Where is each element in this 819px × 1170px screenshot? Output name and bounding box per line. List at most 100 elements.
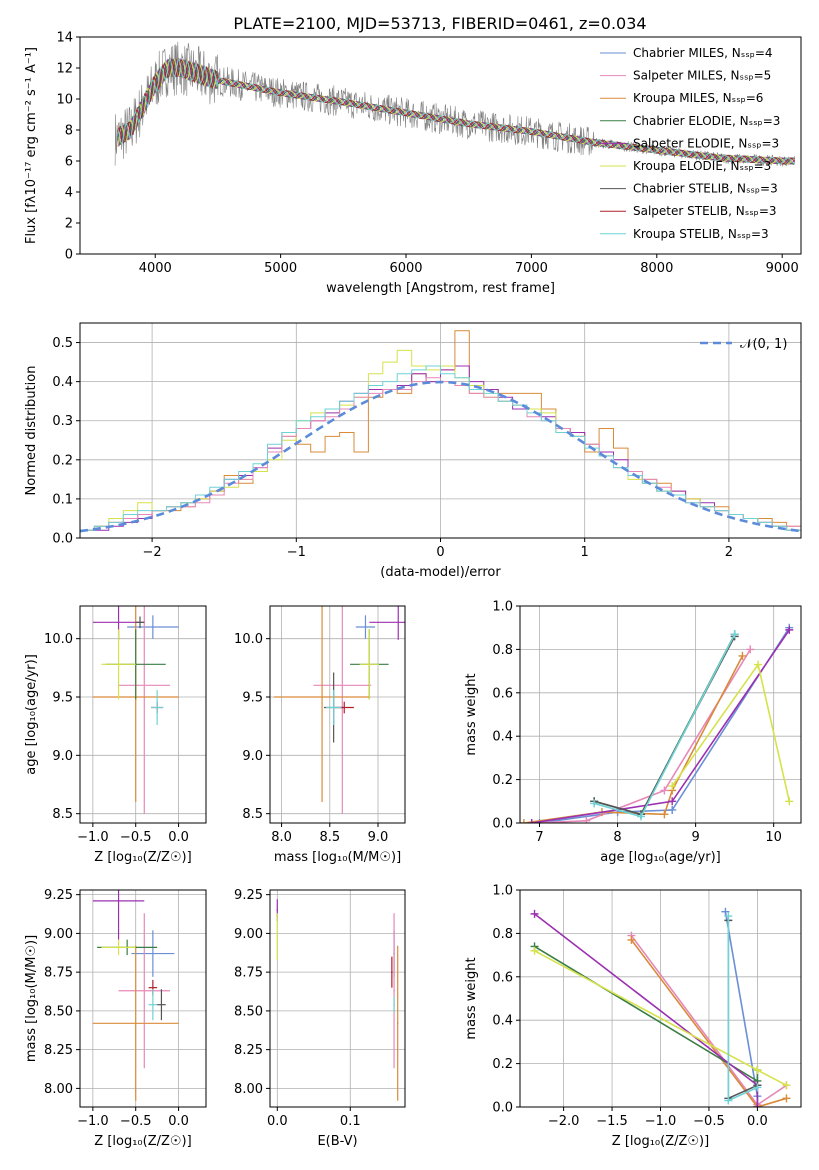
x-tick-label: 0.0 (168, 830, 189, 845)
x-tick-label: −1.5 (596, 1114, 628, 1129)
y-tick-label: 0.0 (52, 532, 73, 547)
x-tick-label: 8 (613, 830, 621, 845)
legend-label: Kroupa ELODIE, Nₛₛₚ=3 (633, 159, 771, 173)
x-tick-label: 4000 (139, 261, 172, 276)
x-tick-label: 0 (436, 545, 444, 560)
x-tick-label: 10 (765, 830, 782, 845)
y-tick-label: 8.00 (234, 1082, 263, 1097)
y-tick-label: 8.5 (52, 807, 73, 822)
y-tick-label: 0.3 (52, 414, 73, 429)
panels: Chabrier MILES, Nₛₛₚ=4 Salpeter MILES, Nₛ… (24, 31, 802, 1149)
x-tick-label: −0.5 (120, 1114, 152, 1129)
chart-mass-vs-Z: −1.0 −0.5 0.0 8.00 8.25 8.50 8.75 9.00 9.25 Z [lo… (24, 888, 207, 1149)
y-tick-label: 12 (56, 62, 73, 77)
x-tick-label: 6000 (389, 261, 422, 276)
weight-line (531, 648, 751, 823)
y-tick-label: 0 (65, 248, 73, 263)
legend-label: Chabrier STELIB, Nₛₛₚ=3 (633, 182, 778, 196)
weight-marker (668, 782, 677, 791)
y-tick-label: 10 (56, 93, 73, 108)
x-tick-label: 5000 (264, 261, 297, 276)
y-axis-label: mass [log₁₀(M/M☉)] (24, 935, 39, 1062)
x-axis-label: (data-model)/error (380, 565, 501, 580)
y-tick-label: 8.00 (44, 1082, 73, 1097)
weight-marker (530, 946, 539, 955)
y-tick-label: 0.2 (492, 1057, 513, 1072)
y-tick-label: 8.50 (234, 1004, 263, 1019)
weight-marker (530, 909, 539, 918)
legend-label: Chabrier MILES, Nₛₛₚ=4 (633, 46, 773, 60)
y-tick-label: 6 (65, 155, 73, 170)
histogram-series (80, 365, 801, 538)
y-tick-label: 8.25 (44, 1043, 73, 1058)
model-spectrum-line (117, 58, 795, 165)
weight-marker (753, 1083, 762, 1092)
x-tick-label: 9.0 (368, 830, 389, 845)
axes-frame (269, 889, 406, 1108)
x-axis-label: Z [log₁₀(Z/Z☉)] (94, 1134, 191, 1149)
y-axis-label: mass weight (464, 957, 479, 1039)
weight-marker (636, 812, 645, 821)
y-tick-label: 8.75 (234, 966, 263, 981)
y-tick-label: 0.0 (492, 817, 513, 832)
axes-frame (79, 36, 802, 255)
x-tick-label: −1.0 (645, 1114, 677, 1129)
y-tick-label: 8.50 (44, 1004, 73, 1019)
y-tick-label: 9.0 (52, 749, 73, 764)
y-tick-label: 4 (65, 186, 73, 201)
x-tick-label: 2 (725, 545, 733, 560)
plot-area (273, 606, 405, 814)
y-tick-label: 9.25 (44, 888, 73, 903)
y-tick-label: 10.0 (234, 632, 263, 647)
x-tick-label: 8.0 (271, 830, 292, 845)
y-tick-label: 0.4 (492, 730, 513, 745)
plot-area (114, 41, 796, 167)
chart-spectrum: Chabrier MILES, Nₛₛₚ=4 Salpeter MILES, Nₛ… (24, 31, 802, 296)
x-axis-label: E(B-V) (317, 1134, 357, 1149)
axes-frame (79, 605, 207, 824)
weight-marker (782, 1094, 791, 1103)
legend-label: Salpeter STELIB, Nₛₛₚ=3 (633, 204, 777, 218)
y-tick-label: 8.5 (242, 807, 263, 822)
weight-marker (738, 651, 747, 660)
weight-marker (660, 810, 669, 819)
x-tick-label: 0.0 (267, 1114, 288, 1129)
y-tick-label: 1.0 (492, 600, 513, 615)
plot-area (92, 606, 179, 814)
x-axis-label: age [log₁₀(age/yr)] (600, 850, 721, 865)
weight-marker (724, 912, 733, 921)
plot-area (80, 330, 801, 538)
y-tick-label: 9.5 (242, 691, 263, 706)
weight-marker (527, 819, 536, 823)
weight-marker (782, 1081, 791, 1090)
y-tick-label: 9.25 (234, 888, 263, 903)
normal-curve (80, 380, 801, 533)
weight-marker (590, 799, 599, 808)
legend-label: Chabrier ELODIE, Nₛₛₚ=3 (633, 114, 780, 128)
weight-line (539, 627, 790, 823)
y-tick-label: 10.0 (44, 632, 73, 647)
weight-marker (785, 797, 794, 806)
x-tick-label: −0.5 (120, 830, 152, 845)
weight-line (630, 939, 787, 1107)
legend: 𝒩(0, 1) (700, 337, 787, 352)
y-axis-label: age [log₁₀(age/yr)] (24, 654, 39, 775)
x-axis-label: wavelength [Angstrom, rest frame] (326, 281, 555, 296)
axes-frame (79, 889, 207, 1108)
x-tick-label: 8000 (640, 261, 673, 276)
chart-weight-vs-age: 7 8 9 10 0.0 0.2 0.4 0.6 0.8 1.0 age [log₁₀(age/yr… (464, 600, 802, 865)
y-tick-label: 1.0 (492, 884, 513, 899)
legend-label: Kroupa MILES, Nₛₛₚ=6 (633, 91, 763, 105)
plot-area (530, 907, 791, 1107)
y-axis-label: Flux [fλ10⁻¹⁷ erg cm⁻² s⁻¹ A⁻¹] (24, 47, 39, 244)
weight-marker (668, 797, 677, 806)
y-axis-label: mass weight (464, 673, 479, 755)
x-tick-label: 8.5 (319, 830, 340, 845)
x-tick-label: 0.0 (168, 1114, 189, 1129)
model-spectrum-line (117, 59, 795, 165)
y-axis-label: Normed distribution (24, 366, 39, 496)
y-tick-label: 0.0 (492, 1101, 513, 1116)
y-tick-label: 8.25 (234, 1043, 263, 1058)
y-tick-label: 0.6 (492, 970, 513, 985)
